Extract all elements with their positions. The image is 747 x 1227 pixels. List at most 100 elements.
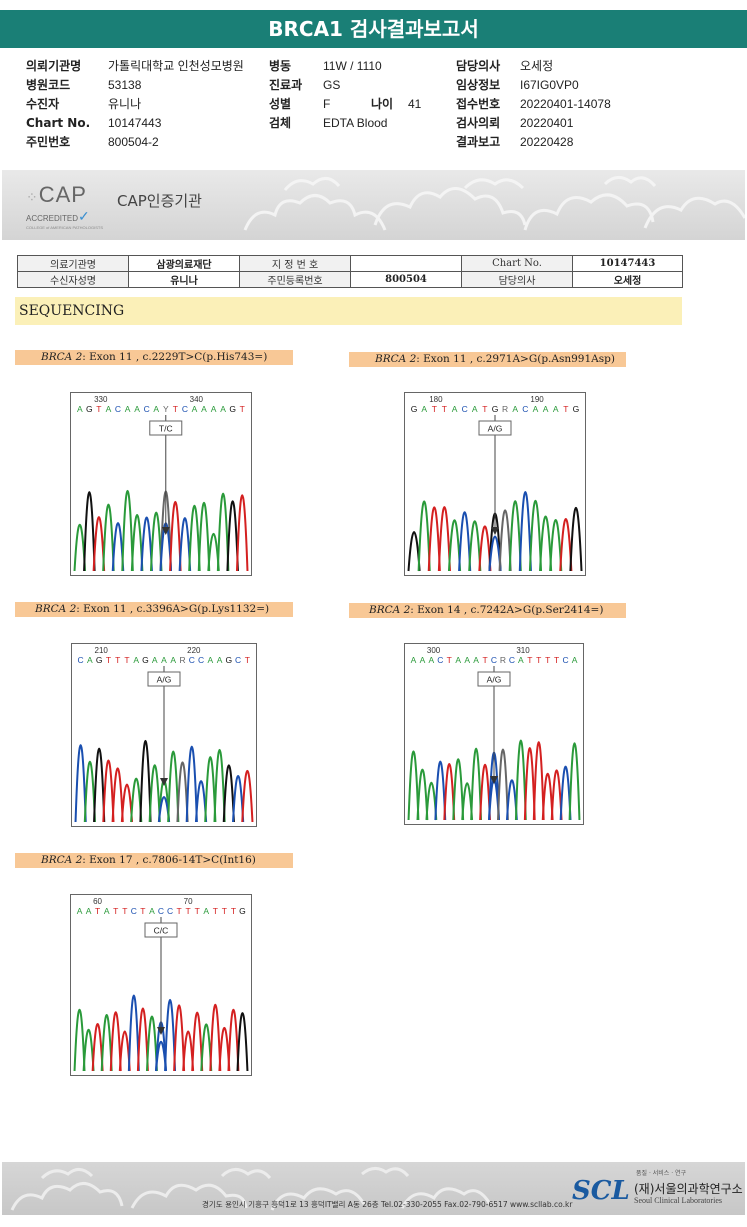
- trace-peak: [164, 998, 177, 1072]
- cap-accredited: ACCREDITED: [26, 214, 79, 223]
- base-letter: T: [554, 655, 559, 665]
- chromatogram-1: 330 340 A G T A C A A C A Y T C A A A A G T T/C: [70, 392, 252, 576]
- trace-peak: [73, 1009, 86, 1072]
- base-letter: C: [509, 655, 515, 665]
- table-value: 10147443: [572, 255, 683, 272]
- trace-peak: [145, 1015, 158, 1072]
- base-letter: C: [144, 404, 150, 414]
- trace-peak: [109, 1011, 122, 1072]
- trace-peak: [427, 506, 441, 572]
- base-letter: A: [87, 655, 93, 665]
- trace-peak: [102, 503, 115, 572]
- base-letter: T: [563, 404, 568, 414]
- base-letter: C: [189, 655, 195, 665]
- variant-detail: : Exon 14 , c.7242A>G(p.Ser2414=): [410, 604, 604, 616]
- variant-label-4: BRCA 2: Exon 14 , c.7242A>G(p.Ser2414=): [349, 603, 626, 618]
- trace-peak: [241, 769, 254, 823]
- info-label: 결과보고: [456, 135, 501, 149]
- variant-label-3: BRCA 2: Exon 11 , c.3396A>G(p.Lys1132=): [15, 602, 293, 617]
- info-label: 성별: [269, 97, 292, 111]
- trace-peak: [178, 517, 192, 572]
- base-letter: T: [231, 906, 236, 916]
- table-label: 의료기관명: [17, 255, 129, 272]
- table-row: 의료기관명 삼광의료재단 지 정 번 호 Chart No. 10147443: [17, 255, 683, 272]
- footer-address: 경기도 용인시 기흥구 흥덕1로 13 흥덕IT밸리 A동 26층 Tel.02…: [202, 1200, 573, 1209]
- genotype-call: A/G: [487, 675, 502, 685]
- base-letter: C: [437, 655, 443, 665]
- base-letter: T: [536, 655, 541, 665]
- info-label: 병동: [269, 59, 292, 73]
- info-value: 53138: [108, 77, 142, 92]
- base-letter: T: [186, 906, 191, 916]
- trace-peak: [136, 1007, 149, 1072]
- info-value: 가톨릭대학교 인천성모병원: [108, 59, 244, 73]
- base-letter: C: [563, 655, 569, 665]
- base-letter: G: [239, 906, 246, 916]
- trace-peak: [83, 761, 96, 823]
- base-letter: A: [464, 655, 470, 665]
- genotype-box: [147, 671, 181, 687]
- arrow-down-icon: [160, 778, 168, 786]
- base-letter: T: [213, 906, 218, 916]
- base-letter: A: [133, 655, 139, 665]
- cap-logo-text: CAP: [38, 182, 87, 207]
- variant-label-5: BRCA 2: Exon 17 , c.7806-14T>C(Int16): [15, 853, 293, 868]
- trace-peak: [458, 511, 472, 572]
- base-letter: G: [96, 655, 103, 665]
- variant-detail: : Exon 17 , c.7806-14T>C(Int16): [82, 854, 256, 866]
- base-letter: T: [240, 404, 245, 414]
- cap-title: CAP인증기관: [117, 192, 202, 210]
- genotype-box: [478, 420, 512, 436]
- base-letter: A: [543, 404, 549, 414]
- trace-peak: [479, 764, 491, 821]
- base-letter: T: [140, 906, 145, 916]
- info-value: 11W / 1110: [323, 58, 382, 73]
- base-letter: T: [482, 655, 487, 665]
- info-value: EDTA Blood: [323, 115, 388, 130]
- base-letter: T: [122, 906, 127, 916]
- base-letter: G: [226, 655, 233, 665]
- base-letter: A: [473, 655, 479, 665]
- genotype-call: C/C: [154, 926, 169, 936]
- trace-peak: [139, 740, 152, 823]
- trace-peak: [130, 514, 144, 572]
- info-value: 오세정: [520, 59, 554, 73]
- base-letter: Y: [163, 404, 169, 414]
- trace-peak: [416, 768, 429, 821]
- base-letter: T: [113, 906, 118, 916]
- base-letter: T: [173, 404, 178, 414]
- table-value: [350, 255, 462, 272]
- base-letter: A: [220, 404, 226, 414]
- base-letter: T: [222, 906, 227, 916]
- trace-peak: [222, 764, 235, 823]
- base-letter: A: [512, 404, 518, 414]
- table-label: 지 정 번 호: [239, 255, 351, 272]
- trace-peak: [102, 759, 115, 823]
- gene-name: BRCA 2: [41, 351, 83, 363]
- trace-peak: [539, 515, 553, 572]
- trace-peak: [140, 516, 153, 572]
- cap-banner: ⁘CAP ACCREDITED✓ COLLEGE of AMERICAN PAT…: [2, 170, 745, 240]
- position-number: 210: [95, 646, 109, 655]
- base-letter: T: [245, 655, 250, 665]
- trace-peak: [452, 758, 465, 821]
- base-letter: A: [211, 404, 217, 414]
- position-number: 310: [516, 646, 530, 655]
- position-number: 70: [184, 897, 193, 906]
- check-icon: ✓: [78, 208, 90, 224]
- trace-peak: [532, 741, 545, 821]
- table-label: 주민등록번호: [239, 271, 351, 288]
- trace-peak: [204, 756, 217, 823]
- base-letter: C: [78, 655, 84, 665]
- variant-detail: : Exon 11 , c.3396A>G(p.Lys1132=): [76, 603, 270, 615]
- trace-peak: [169, 500, 182, 572]
- base-letter: R: [502, 404, 508, 414]
- base-letter: A: [161, 655, 167, 665]
- chromatogram-4: 300 310 A A A C T A A A T C R C A T T T T C A A/G: [404, 643, 584, 825]
- base-letter: A: [455, 655, 461, 665]
- info-value: GS: [323, 77, 341, 92]
- trace-peak: [167, 750, 180, 823]
- age-value: 41: [408, 96, 422, 111]
- base-letter: A: [134, 404, 140, 414]
